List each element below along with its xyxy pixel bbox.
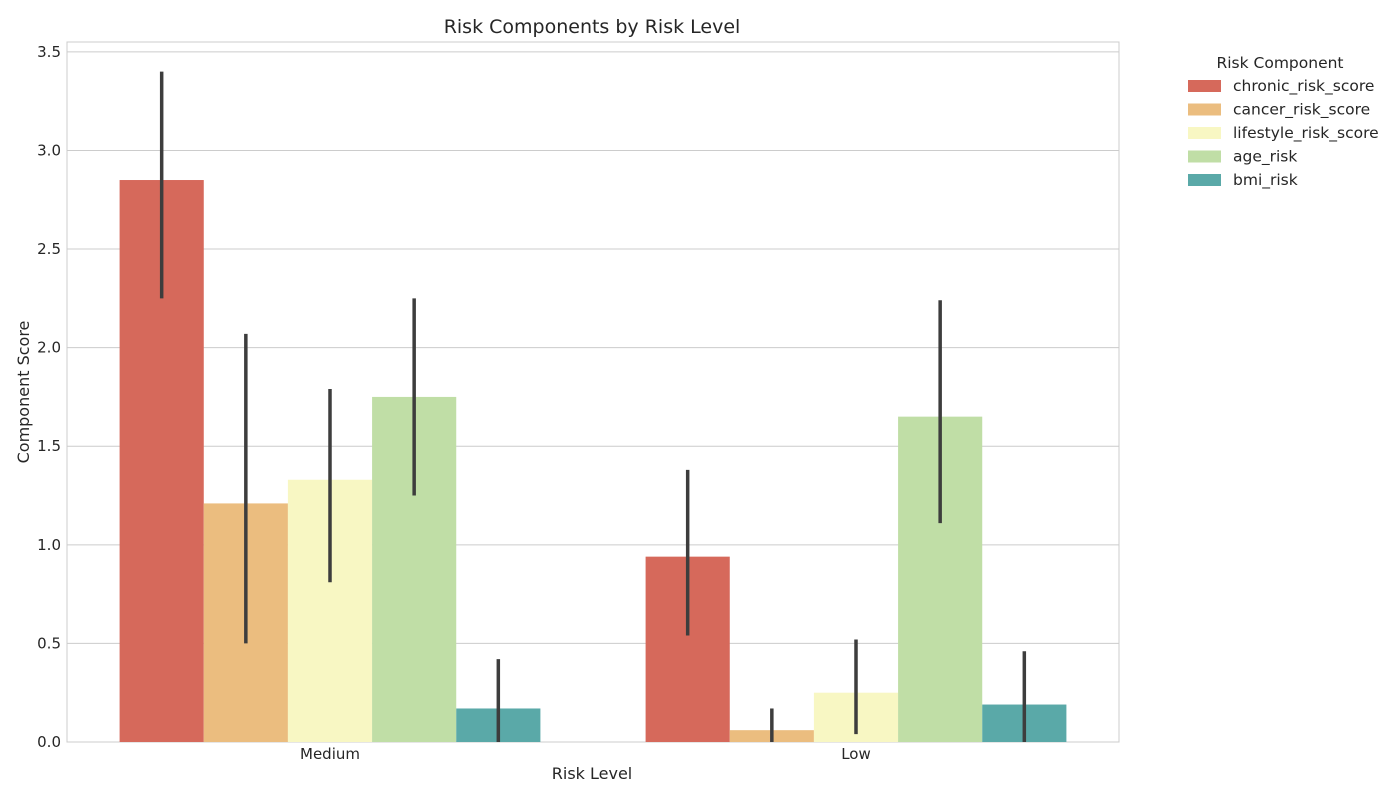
legend-items: chronic_risk_score cancer_risk_scorelifes…: [1188, 77, 1379, 190]
error-bars: [159, 71, 1027, 742]
legend-title: Risk Component: [1216, 54, 1343, 72]
legend-label: bmi_risk: [1233, 171, 1298, 190]
y-tick-label: 0.5: [37, 634, 61, 652]
legend-item: bmi_risk: [1188, 171, 1298, 190]
y-tick-label: 1.5: [37, 437, 61, 455]
legend-label: cancer_risk_score: [1233, 101, 1370, 120]
legend-label: chronic_risk_score: [1233, 77, 1374, 96]
y-tick-label: 3.0: [37, 141, 61, 159]
legend-swatch: [1188, 150, 1221, 163]
legend: Risk Component chronic_risk_score cancer_…: [1188, 54, 1379, 190]
legend-swatch: [1188, 174, 1221, 186]
chart-title: Risk Components by Risk Level: [444, 16, 741, 38]
y-axis-label: Component Score: [14, 321, 33, 464]
legend-item: cancer_risk_score: [1188, 101, 1370, 120]
y-tick-label: 2.5: [37, 240, 61, 258]
y-tick-label: 2.0: [37, 339, 61, 357]
legend-item: age_risk: [1188, 148, 1297, 167]
legend-swatch: [1188, 127, 1221, 139]
x-tick-label: Medium: [300, 745, 360, 763]
legend-item: chronic_risk_score: [1188, 77, 1374, 96]
y-tick-label: 0.0: [37, 733, 61, 751]
legend-label: lifestyle_risk_score: [1233, 124, 1379, 143]
legend-swatch: [1188, 80, 1221, 92]
x-axis-ticks: Medium Low: [300, 745, 871, 763]
y-tick-label: 1.0: [37, 536, 61, 554]
y-axis-ticks: 0.0 0.5 1.0 1.5 2.0 2.5 3.0 3.5: [37, 43, 61, 751]
x-axis-label: Risk Level: [552, 764, 632, 783]
legend-label: age_risk: [1233, 148, 1297, 167]
y-tick-label: 3.5: [37, 43, 61, 61]
plot-frame: [66, 41, 1120, 743]
legend-item: lifestyle_risk_score: [1188, 124, 1379, 143]
x-tick-label: Low: [841, 745, 871, 763]
legend-swatch: [1188, 103, 1221, 116]
bars: [119, 180, 1067, 742]
